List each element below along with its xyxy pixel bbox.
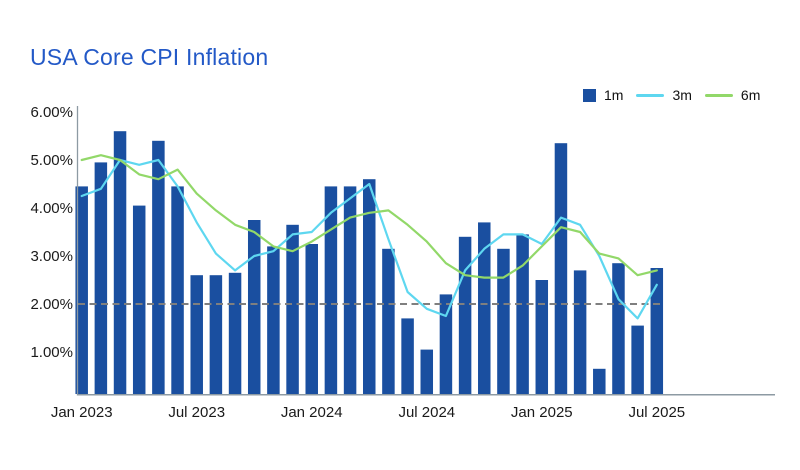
cpi-bar xyxy=(631,325,644,394)
y-tick-label: 3.00% xyxy=(30,248,73,265)
cpi-bar xyxy=(458,236,472,394)
cpi-bar xyxy=(247,220,261,394)
cpi-bar xyxy=(228,272,242,394)
3m-line-swatch-icon xyxy=(636,93,665,97)
cpi-bar xyxy=(190,275,203,394)
y-tick-label: 5.00% xyxy=(30,152,73,169)
legend-item-1m: 1m xyxy=(583,87,623,103)
cpi-bar xyxy=(209,275,223,394)
3m-line xyxy=(80,158,658,320)
chart-legend: 1m 3m 6m xyxy=(583,87,760,103)
cpi-bar xyxy=(478,222,491,394)
y-tick-label: 2.00% xyxy=(30,296,73,313)
legend-item-3m: 3m xyxy=(636,87,692,103)
cpi-bar xyxy=(535,280,549,394)
cpi-bar xyxy=(650,268,664,394)
cpi-bar xyxy=(363,179,376,394)
cpi-bar xyxy=(324,186,338,394)
x-tick-label: Jan 2025 xyxy=(511,404,573,421)
cpi-bar xyxy=(497,248,510,394)
cpi-bar xyxy=(382,248,395,394)
y-tick-label: 6.00% xyxy=(30,104,73,121)
cpi-bar xyxy=(94,162,108,394)
x-tick-label: Jul 2024 xyxy=(398,404,455,421)
cpi-bar xyxy=(267,246,280,394)
cpi-bar xyxy=(305,244,318,394)
6m-line xyxy=(80,154,658,279)
x-tick-label: Jul 2023 xyxy=(168,404,225,421)
6m-line-swatch-icon xyxy=(704,93,733,97)
x-tick-label: Jan 2023 xyxy=(51,404,113,421)
legend-label-1m: 1m xyxy=(604,87,624,103)
cpi-bar xyxy=(593,368,606,394)
legend-label-6m: 6m xyxy=(740,87,761,103)
cpi-bar xyxy=(573,270,587,394)
cpi-bar xyxy=(113,131,127,394)
cpi-bar xyxy=(286,224,299,394)
y-tick-label: 4.00% xyxy=(30,200,73,217)
legend-label-3m: 3m xyxy=(672,87,692,103)
cpi-bar xyxy=(75,186,88,394)
x-tick-label: Jul 2025 xyxy=(628,404,685,421)
legend-item-6m: 6m xyxy=(704,87,761,103)
cpi-bar xyxy=(132,205,146,394)
cpi-bar xyxy=(401,318,414,394)
1m-bar-swatch-icon xyxy=(583,88,596,102)
cpi-bar xyxy=(439,294,453,394)
cpi-bar xyxy=(516,234,529,394)
cpi-bar xyxy=(343,186,357,394)
cpi-bar xyxy=(152,140,165,394)
x-tick-label: Jan 2024 xyxy=(281,404,343,421)
cpi-bar xyxy=(420,349,434,394)
chart-title: USA Core CPI Inflation xyxy=(30,44,269,70)
cpi-bar xyxy=(171,186,184,394)
cpi-bar xyxy=(554,143,568,394)
y-tick-label: 1.00% xyxy=(30,344,73,361)
cpi-bar xyxy=(612,263,625,394)
